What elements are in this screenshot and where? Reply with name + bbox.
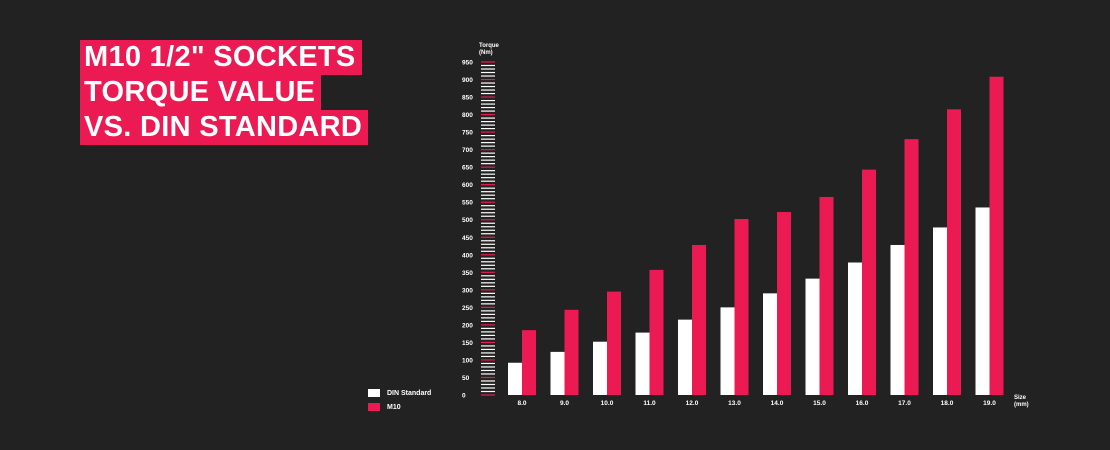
bar-din bbox=[508, 362, 522, 395]
legend-label-din: DIN Standard bbox=[387, 389, 432, 397]
bar-m10 bbox=[819, 196, 834, 395]
chart-title: M10 1/2" SOCKETS TORQUE VALUE VS. DIN ST… bbox=[80, 40, 369, 145]
y-tick-label: 50 bbox=[462, 375, 470, 382]
y-tick-label: 250 bbox=[462, 305, 473, 312]
y-axis-label: (Nm) bbox=[479, 50, 493, 56]
x-tick-label: 9.0 bbox=[560, 400, 569, 407]
x-tick-label: 12.0 bbox=[686, 400, 699, 407]
bar-m10 bbox=[904, 139, 919, 395]
bar-m10 bbox=[734, 219, 749, 395]
y-tick-label: 350 bbox=[462, 270, 473, 277]
bar-din bbox=[593, 341, 607, 395]
title-line-3: VS. DIN STANDARD bbox=[80, 110, 369, 145]
y-tick-label: 500 bbox=[462, 217, 473, 224]
bar-din bbox=[805, 278, 820, 395]
bar-din bbox=[975, 207, 990, 395]
bar-din bbox=[848, 262, 862, 395]
y-tick-label: 800 bbox=[462, 112, 473, 119]
x-tick-label: 19.0 bbox=[983, 400, 996, 407]
y-tick-label: 700 bbox=[462, 147, 473, 154]
bar-m10 bbox=[649, 269, 664, 395]
x-tick-label: 18.0 bbox=[941, 400, 954, 407]
bar-m10 bbox=[607, 291, 621, 395]
bar-m10 bbox=[522, 330, 536, 395]
legend-label-m10: M10 bbox=[387, 403, 401, 411]
y-axis-label: Torque bbox=[479, 43, 500, 49]
y-tick-label: 750 bbox=[462, 130, 473, 137]
legend-item-din: DIN Standard bbox=[368, 386, 431, 400]
x-axis-label: Size bbox=[1014, 395, 1027, 401]
x-tick-label: 11.0 bbox=[643, 400, 656, 407]
bar-din bbox=[678, 319, 692, 395]
x-axis-label: (mm) bbox=[1014, 402, 1029, 408]
bar-din bbox=[890, 244, 905, 395]
legend-swatch-din bbox=[368, 389, 380, 397]
bar-m10 bbox=[947, 109, 961, 396]
bar-m10 bbox=[862, 169, 876, 395]
y-tick-label: 400 bbox=[462, 252, 473, 259]
bar-din bbox=[763, 293, 777, 395]
x-tick-label: 17.0 bbox=[898, 400, 911, 407]
bar-m10 bbox=[989, 76, 1004, 395]
bar-din bbox=[720, 307, 735, 395]
y-tick-label: 850 bbox=[462, 95, 473, 102]
x-tick-label: 10.0 bbox=[601, 400, 614, 407]
bar-din bbox=[550, 351, 565, 395]
x-tick-label: 14.0 bbox=[771, 400, 784, 407]
y-tick-label: 550 bbox=[462, 200, 473, 207]
y-tick-label: 450 bbox=[462, 235, 473, 242]
legend-swatch-m10 bbox=[368, 403, 380, 411]
y-tick-label: 200 bbox=[462, 322, 473, 329]
y-tick-label: 100 bbox=[462, 357, 473, 364]
bar-m10 bbox=[564, 309, 579, 395]
x-tick-label: 8.0 bbox=[517, 400, 526, 407]
x-tick-label: 15.0 bbox=[813, 400, 826, 407]
title-line-1: M10 1/2" SOCKETS bbox=[80, 40, 362, 75]
y-tick-label: 950 bbox=[462, 60, 473, 67]
y-tick-label: 300 bbox=[462, 287, 473, 294]
y-tick-label: 0 bbox=[462, 393, 466, 400]
bar-din bbox=[933, 227, 947, 395]
y-tick-label: 150 bbox=[462, 340, 473, 347]
legend-item-m10: M10 bbox=[368, 400, 431, 414]
y-tick-label: 650 bbox=[462, 165, 473, 172]
y-tick-label: 900 bbox=[462, 77, 473, 84]
x-tick-label: 16.0 bbox=[856, 400, 869, 407]
y-tick-label: 600 bbox=[462, 182, 473, 189]
bar-m10 bbox=[777, 212, 791, 395]
bar-m10 bbox=[692, 244, 706, 395]
legend: DIN Standard M10 bbox=[368, 386, 431, 414]
title-line-2: TORQUE VALUE bbox=[80, 75, 322, 110]
bar-din bbox=[635, 332, 650, 395]
x-tick-label: 13.0 bbox=[728, 400, 741, 407]
